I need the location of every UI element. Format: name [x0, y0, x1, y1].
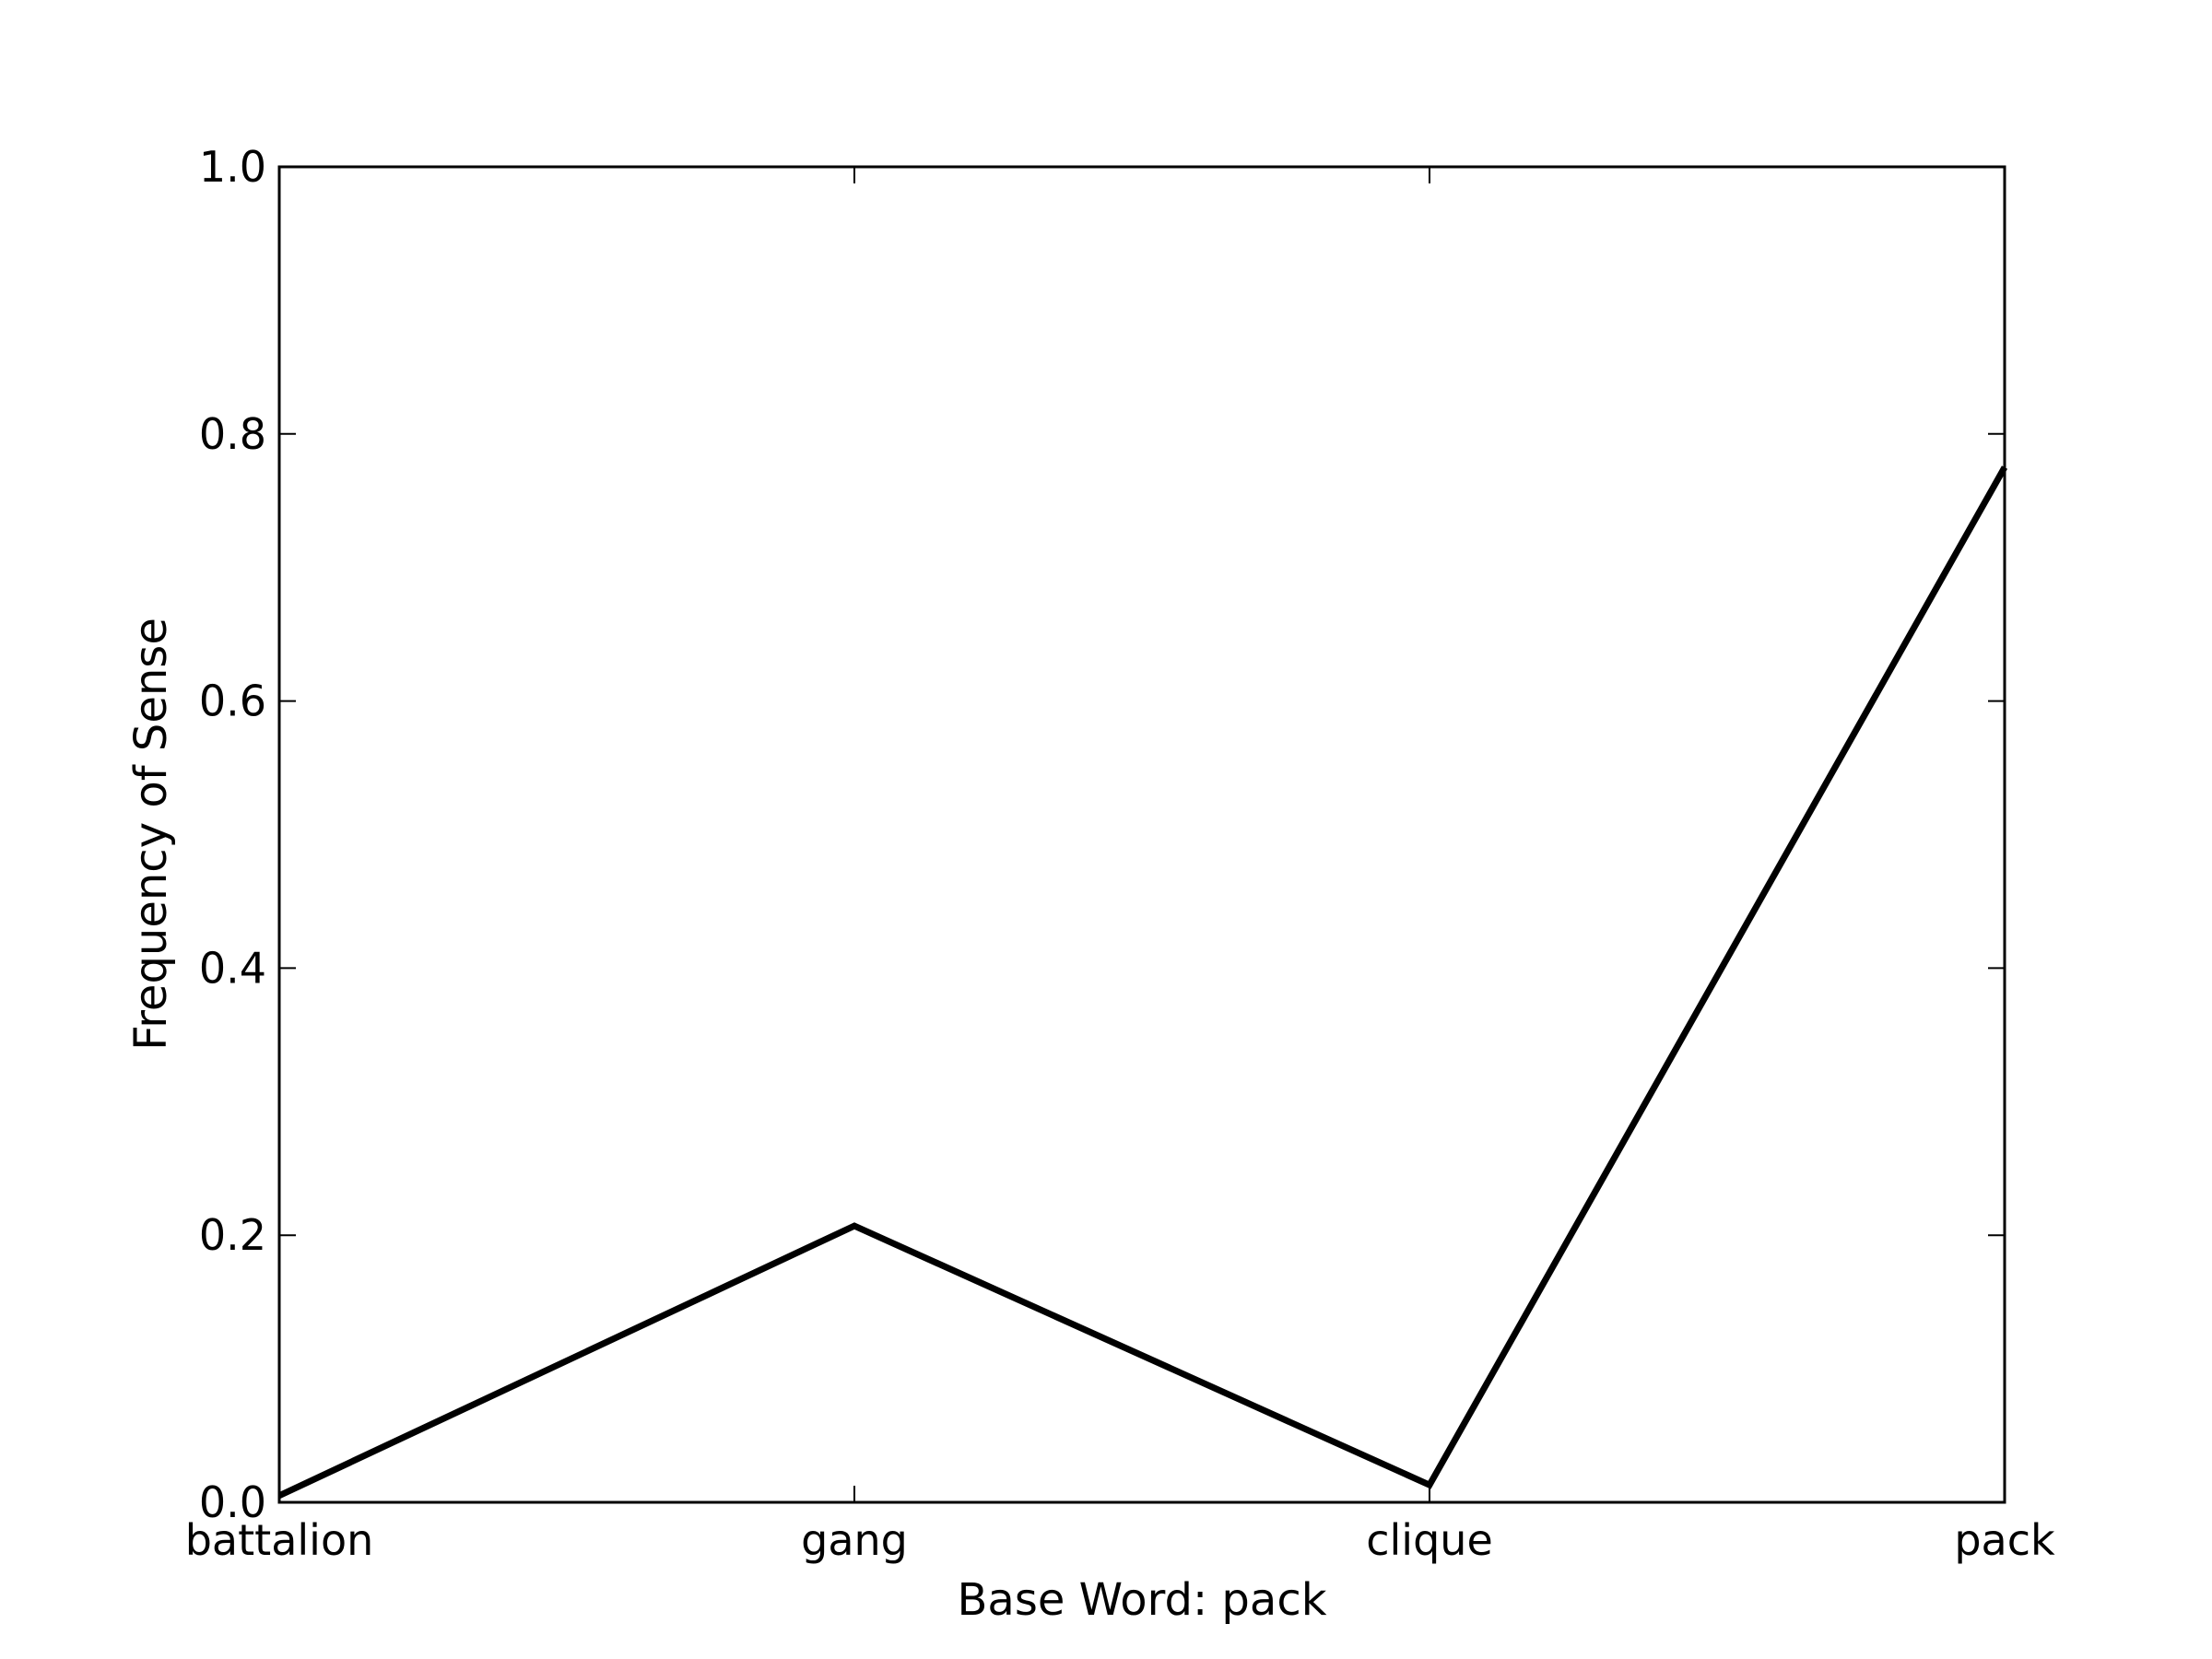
y-tick-label: 0.2: [199, 1210, 266, 1260]
x-tick-label: clique: [1366, 1515, 1493, 1565]
y-tick-label: 0.6: [199, 677, 266, 726]
x-axis-label: Base Word: pack: [957, 1574, 1326, 1626]
x-tick-label: gang: [801, 1515, 908, 1565]
y-tick-label: 0.4: [199, 943, 266, 993]
series-line: [277, 465, 2008, 1499]
y-tick-label: 0.0: [199, 1477, 266, 1527]
y-axis-label: Frequency of Sense: [125, 618, 177, 1051]
plot-frame: [277, 165, 2006, 1504]
x-tick-label: pack: [1954, 1515, 2055, 1565]
tick-labels: battalion gang clique pack 0.0 0.2 0.4 0.6 0.8 1.…: [185, 142, 2055, 1565]
y-tick-label: 1.0: [199, 142, 266, 192]
x-tick-label: battalion: [185, 1515, 374, 1565]
y-tick-label: 0.8: [199, 409, 266, 459]
axis-ticks: [278, 166, 2006, 1503]
plot-area: [279, 167, 2005, 1502]
